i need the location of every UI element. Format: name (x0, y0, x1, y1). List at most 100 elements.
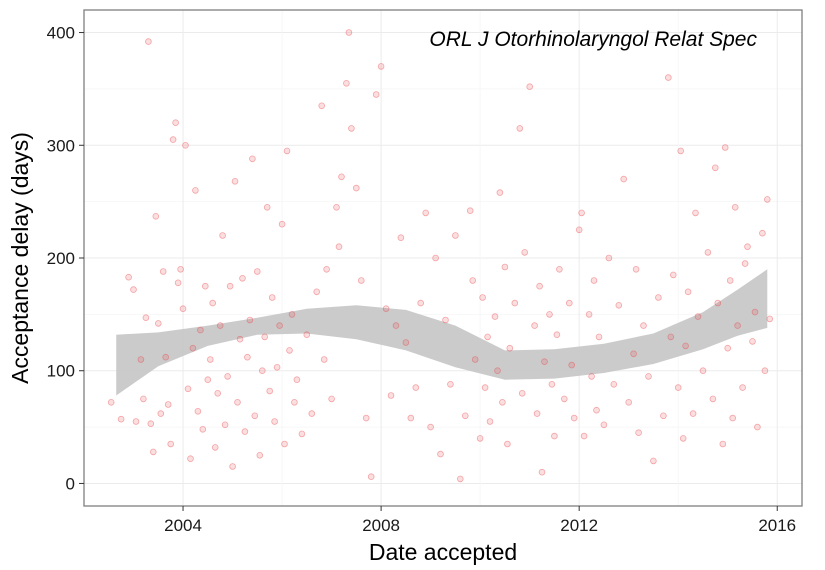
data-point (486, 418, 494, 425)
data-point (620, 175, 627, 183)
x-tick-label: 2008 (362, 516, 400, 535)
data-point (744, 243, 751, 251)
data-point (660, 412, 667, 420)
data-point (249, 155, 256, 163)
data-point (197, 326, 204, 334)
data-point (640, 322, 647, 329)
data-point (645, 373, 652, 380)
data-point (348, 125, 355, 132)
data-point (377, 63, 385, 70)
data-point (187, 455, 194, 463)
data-point (511, 299, 519, 307)
data-point (155, 320, 162, 327)
data-point (142, 314, 150, 322)
data-point (182, 142, 189, 149)
data-point (382, 305, 390, 313)
data-point (283, 147, 291, 155)
data-point (214, 389, 222, 397)
data-point (516, 125, 524, 132)
data-point (236, 335, 244, 343)
data-point (345, 29, 353, 36)
data-point (518, 389, 526, 397)
data-point (479, 294, 486, 301)
data-point (362, 414, 370, 422)
data-point (328, 395, 335, 403)
data-point (392, 322, 400, 329)
data-point (456, 475, 464, 483)
data-point (600, 421, 608, 429)
data-point (466, 207, 474, 215)
data-point (288, 311, 296, 318)
gridlines (84, 10, 802, 506)
y-tick-label: 300 (47, 136, 75, 155)
data-point (343, 80, 350, 87)
data-point (538, 468, 546, 476)
data-point (184, 385, 192, 393)
data-point (226, 282, 234, 290)
data-point (729, 414, 736, 422)
data-point (590, 277, 598, 284)
data-point (751, 308, 759, 316)
data-point (679, 435, 687, 442)
data-point (704, 249, 712, 256)
data-point (224, 373, 231, 380)
data-point (157, 410, 165, 417)
data-point (714, 299, 722, 307)
data-point (150, 448, 157, 456)
data-point (684, 288, 692, 296)
data-point (174, 279, 182, 287)
data-point (551, 432, 558, 440)
data-point (521, 249, 528, 256)
data-point (320, 356, 328, 363)
data-point (372, 91, 380, 98)
data-point (244, 353, 251, 361)
data-point (323, 265, 330, 273)
data-point (677, 147, 684, 155)
data-point (570, 414, 578, 422)
data-point (682, 342, 689, 350)
data-point (692, 209, 699, 217)
data-point (199, 425, 207, 433)
data-point (352, 184, 360, 192)
data-point (754, 423, 761, 431)
data-point (494, 367, 501, 375)
data-point (471, 356, 479, 363)
data-point (204, 376, 212, 384)
data-point (432, 254, 439, 262)
data-point (437, 450, 444, 458)
y-tick-label: 200 (47, 249, 75, 268)
data-point (476, 435, 484, 442)
data-point (761, 367, 769, 375)
data-point (766, 315, 774, 323)
data-point (556, 265, 563, 273)
data-point (664, 74, 672, 81)
data-point (610, 380, 618, 388)
data-point (229, 463, 236, 470)
data-point (313, 288, 321, 296)
data-point (164, 401, 172, 408)
data-point (402, 339, 410, 346)
data-point (251, 412, 259, 420)
data-point (749, 338, 756, 345)
data-point (560, 395, 568, 403)
data-point (256, 451, 264, 459)
data-point (338, 173, 345, 181)
data-point (491, 313, 499, 320)
data-point (219, 232, 226, 239)
data-points (107, 29, 774, 483)
data-point (501, 263, 509, 271)
data-point (276, 322, 283, 329)
data-point (159, 268, 167, 275)
data-point (291, 398, 298, 406)
data-point (575, 226, 583, 234)
data-point (273, 363, 281, 371)
x-axis-title: Date accepted (369, 539, 517, 565)
data-point (536, 282, 543, 290)
data-point (207, 356, 214, 363)
y-axis-title: Acceptance delay (days) (7, 132, 33, 384)
data-point (266, 387, 274, 395)
data-point (635, 429, 642, 437)
chart-annotation: ORL J Otorhinolaryngol Relat Spec (429, 28, 757, 51)
data-point (588, 373, 595, 380)
